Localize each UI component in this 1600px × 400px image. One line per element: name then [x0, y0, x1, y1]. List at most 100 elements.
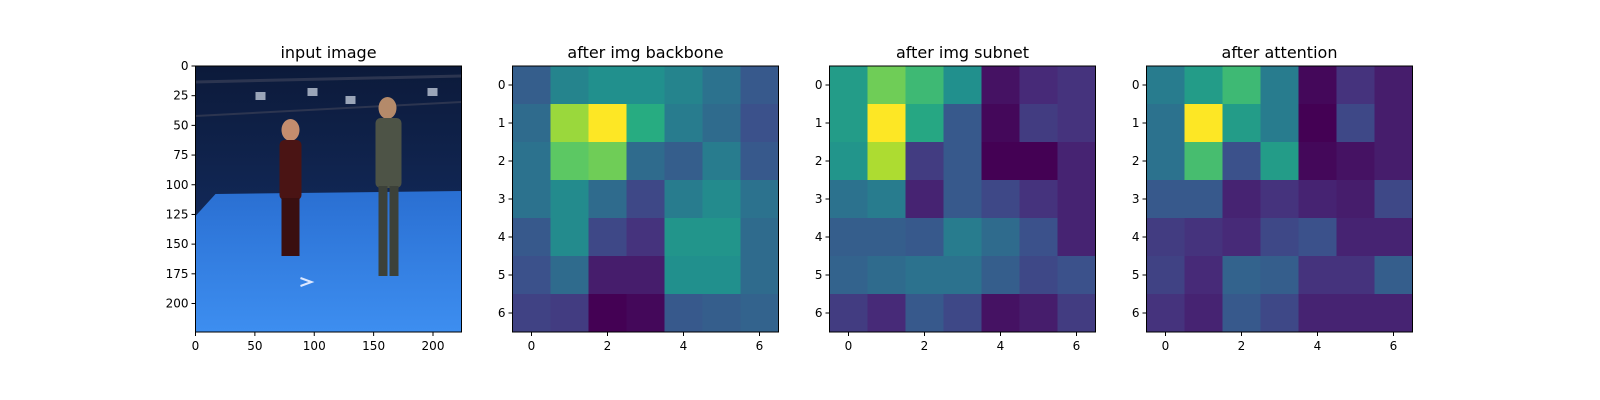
heatmap-cell	[1336, 104, 1375, 143]
heatmap-cell	[905, 294, 944, 333]
y-tick-label: 1	[498, 116, 506, 130]
ceiling-camera	[345, 96, 356, 104]
y-tick-label: 0	[815, 78, 823, 92]
heatmap-cell	[829, 294, 868, 333]
heatmap-cell	[981, 294, 1020, 333]
heatmap-cell	[664, 142, 703, 181]
axis-ticks: 0 2 4 6 0 1 2 3 4 5 6	[815, 78, 1080, 353]
heatmap-cell	[1019, 104, 1058, 143]
heatmap-cell	[702, 66, 741, 105]
heatmap-cell	[626, 142, 665, 181]
heatmap-cell	[1222, 218, 1261, 257]
heatmap-cell	[1374, 104, 1413, 143]
heatmap-cell	[1336, 294, 1375, 333]
heatmap-cell	[1057, 66, 1096, 105]
heatmap-cell	[626, 294, 665, 333]
heatmap-cell	[626, 66, 665, 105]
y-tick-label: 75	[173, 148, 188, 162]
heatmap-cell	[1260, 104, 1299, 143]
heatmap-cell	[740, 104, 779, 143]
heatmap-cell	[626, 104, 665, 143]
x-tick-label: 200	[422, 339, 445, 353]
heatmap	[1146, 65, 1413, 333]
subplot-after-attention: after attention 0 2 4 6 0 1 2 3 4 5 6	[1132, 43, 1413, 353]
heatmap-cell	[829, 180, 868, 219]
y-tick-label: 2	[1132, 154, 1140, 168]
y-tick-label: 3	[498, 192, 506, 206]
heatmap-cell	[829, 66, 868, 105]
heatmap-cell	[1374, 294, 1413, 333]
heatmap-cell	[867, 104, 906, 143]
heatmap-cell	[664, 218, 703, 257]
heatmap-cell	[867, 218, 906, 257]
ceiling-camera	[255, 92, 266, 100]
heatmap-cell	[664, 104, 703, 143]
heatmap-cell	[588, 66, 627, 105]
heatmap-cell	[512, 142, 551, 181]
heatmap-cell	[1298, 218, 1337, 257]
heatmap-cell	[943, 104, 982, 143]
subplot-after-img-subnet: after img subnet 0 2 4 6 0 1 2 3 4 5 6	[815, 43, 1096, 353]
axis-ticks: 0 2 4 6 0 1 2 3 4 5 6	[1132, 78, 1397, 353]
heatmap-cell	[702, 294, 741, 333]
person-left	[279, 119, 302, 256]
y-tick-label: 5	[1132, 268, 1140, 282]
subplot-title: input image	[280, 43, 376, 62]
heatmap-cell	[1222, 142, 1261, 181]
floor-marker	[300, 277, 315, 287]
heatmap-cell	[981, 66, 1020, 105]
axis-ticks: 0 2 4 6 0 1 2 3 4 5 6	[498, 78, 763, 353]
heatmap-cell	[867, 142, 906, 181]
subplot-title: after img subnet	[896, 43, 1029, 62]
heatmap-cell	[1260, 294, 1299, 333]
heatmap-cell	[867, 66, 906, 105]
heatmap-cell	[588, 256, 627, 295]
heatmap-cell	[550, 142, 589, 181]
x-tick-label: 6	[1390, 339, 1398, 353]
heatmap-cell	[702, 180, 741, 219]
heatmap-cell	[550, 66, 589, 105]
heatmap-cell	[588, 294, 627, 333]
y-tick-label: 0	[498, 78, 506, 92]
x-tick-label: 4	[997, 339, 1005, 353]
heatmap-cell	[1374, 142, 1413, 181]
heatmap-cell	[512, 104, 551, 143]
x-tick-label: 4	[680, 339, 688, 353]
x-tick-label: 4	[1314, 339, 1322, 353]
heatmap-cell	[829, 142, 868, 181]
heatmap-cell	[905, 104, 944, 143]
subplot-input-image: input image	[166, 43, 462, 353]
y-tick-label: 6	[1132, 306, 1140, 320]
heatmap-cell	[702, 142, 741, 181]
heatmap-cell	[740, 256, 779, 295]
heatmap-cell	[664, 294, 703, 333]
y-tick-label: 1	[1132, 116, 1140, 130]
x-tick-label: 2	[1238, 339, 1246, 353]
x-tick-label: 6	[756, 339, 764, 353]
person-right	[375, 97, 402, 276]
heatmap-cell	[1019, 142, 1058, 181]
heatmap-cell	[943, 294, 982, 333]
heatmap-cell	[1260, 256, 1299, 295]
y-tick-label: 50	[173, 118, 188, 132]
heatmap-cell	[1336, 66, 1375, 105]
heatmap-cell	[1260, 142, 1299, 181]
heatmap-cell	[550, 294, 589, 333]
heatmap-cell	[905, 66, 944, 105]
y-tick-label: 4	[498, 230, 506, 244]
heatmap-cell	[1222, 66, 1261, 105]
heatmap-cell	[512, 294, 551, 333]
heatmap-cell	[1146, 218, 1185, 257]
heatmap-cell	[588, 180, 627, 219]
heatmap-cell	[626, 256, 665, 295]
heatmap-cell	[1057, 104, 1096, 143]
heatmap-cell	[512, 218, 551, 257]
heatmap	[829, 65, 1096, 333]
heatmap-cell	[588, 104, 627, 143]
heatmap-cell	[1260, 218, 1299, 257]
heatmap-cell	[867, 180, 906, 219]
heatmap-cell	[512, 180, 551, 219]
y-tick-label: 5	[815, 268, 823, 282]
heatmap-cell	[1298, 66, 1337, 105]
